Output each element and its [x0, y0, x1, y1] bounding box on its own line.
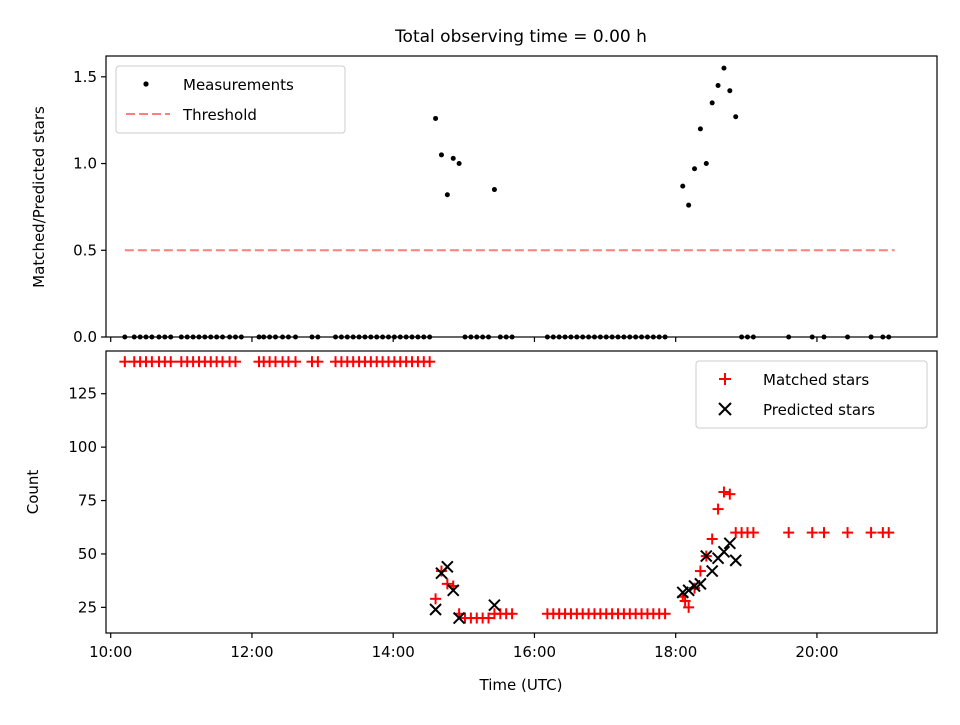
matched-star-point [694, 565, 706, 577]
predicted-star-point [717, 545, 731, 559]
top-legend: Measurements Threshold [115, 65, 346, 134]
y-tick-label: 25 [78, 598, 97, 616]
x-tick-label: 10:00 [89, 643, 132, 661]
measurement-point [697, 126, 703, 132]
y-tick-label: 0.5 [73, 241, 97, 259]
legend-threshold-label: Threshold [182, 106, 257, 124]
matched-star-point [783, 527, 795, 539]
top-y-ticks: 0.0 0.5 1.0 1.5 [73, 68, 106, 346]
legend-predicted-label: Predicted stars [763, 401, 875, 419]
matched-star-point [483, 612, 495, 624]
legend-matched-label: Matched stars [763, 371, 869, 389]
measurement-point [709, 100, 715, 106]
top-x-ticks [110, 337, 818, 342]
predicted-star-point [682, 584, 695, 597]
predicted-star-point [723, 537, 737, 550]
matched-star-point [842, 527, 854, 539]
x-tick-label: 14:00 [372, 643, 415, 661]
measurement-point [733, 114, 739, 120]
matched-star-point [506, 608, 518, 620]
matched-star-point [679, 595, 691, 607]
measurement-point [692, 166, 698, 172]
x-axis-label: Time (UTC) [479, 676, 563, 694]
matched-star-point [165, 356, 177, 368]
y-tick-label: 50 [78, 545, 97, 563]
predicted-star-point [488, 599, 501, 612]
predicted-star-point [729, 554, 742, 567]
matched-star-point [724, 488, 736, 500]
matched-star-point [441, 578, 453, 590]
bottom-data-marks [119, 356, 895, 625]
matched-star-point [883, 527, 895, 539]
matched-star-point [659, 608, 671, 620]
legend-matched-marker [719, 373, 731, 385]
y-tick-label: 100 [68, 438, 97, 456]
measurement-point [433, 115, 439, 121]
predicted-star-point [447, 584, 460, 597]
y-tick-label: 125 [68, 385, 97, 403]
axes-bottom-frame [105, 350, 938, 634]
matched-star-point [424, 356, 436, 368]
matched-star-point [818, 527, 830, 539]
matched-star-point [119, 356, 131, 368]
y-tick-label: 0.0 [73, 328, 97, 346]
matched-star-point [747, 527, 759, 539]
chart-title: Total observing time = 0.00 h [394, 27, 647, 47]
matched-star-point [435, 565, 447, 577]
legend-measurements-marker [143, 81, 149, 87]
measurement-point [727, 88, 733, 94]
measurement-point [703, 161, 709, 167]
bottom-y-axis-label: Count [24, 470, 42, 515]
measurement-point [686, 202, 692, 208]
bottom-x-ticks: 10:00 12:00 14:00 16:00 18:00 20:00 [89, 633, 839, 661]
x-tick-label: 18:00 [654, 643, 697, 661]
y-tick-label: 1.5 [73, 68, 97, 86]
matched-star-point [806, 527, 818, 539]
top-legend-box [115, 65, 346, 134]
top-y-axis-label: Matched/Predicted stars [30, 106, 48, 288]
bottom-y-ticks: 25 50 75 100 125 [68, 385, 106, 616]
predicted-star-point [429, 603, 442, 616]
measurement-point [444, 192, 450, 198]
matched-star-point [865, 527, 877, 539]
axes-bottom: 25 50 75 100 125 10:00 12:00 14:00 16:00 18:00 20… [24, 350, 938, 694]
x-tick-label: 20:00 [795, 643, 838, 661]
predicted-star-point [452, 611, 466, 625]
y-tick-label: 75 [78, 492, 97, 510]
predicted-star-point [441, 560, 454, 573]
matched-star-point [229, 356, 241, 368]
matched-star-point [430, 593, 442, 605]
measurement-point [438, 152, 444, 158]
matched-star-point [712, 503, 724, 515]
x-tick-label: 16:00 [513, 643, 556, 661]
predicted-star-point [705, 564, 719, 578]
bottom-legend-box [695, 360, 928, 429]
matched-star-point [718, 486, 730, 498]
x-tick-label: 12:00 [230, 643, 273, 661]
y-tick-label: 1.0 [73, 155, 97, 173]
bottom-legend: Matched stars Predicted stars [695, 360, 928, 429]
matched-star-point [312, 356, 324, 368]
measurement-point [715, 82, 721, 88]
legend-measurements-label: Measurements [183, 76, 294, 94]
measurement-point [491, 187, 497, 193]
measurement-point [680, 183, 686, 189]
measurement-point [456, 161, 462, 167]
measurement-point [721, 65, 727, 71]
matched-star-point [290, 356, 302, 368]
matched-star-point [706, 533, 718, 545]
measurement-point [450, 155, 456, 161]
axes-top: 0.0 0.5 1.0 1.5 Matched/Predicted stars Mea… [30, 55, 938, 346]
matched-star-point [683, 601, 695, 613]
axes-top-frame [105, 55, 938, 338]
predicted-star-point [694, 577, 707, 591]
predicted-star-point [700, 549, 713, 563]
legend-predicted-marker [718, 402, 732, 416]
